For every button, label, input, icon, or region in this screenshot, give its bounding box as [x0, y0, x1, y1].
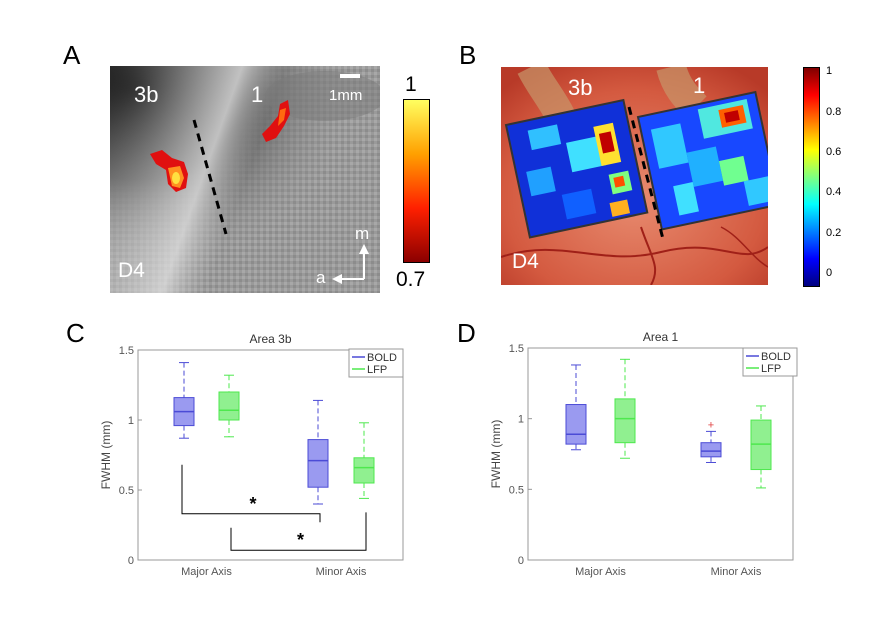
colorbar-jet: [803, 67, 820, 287]
box-iqr: [307, 439, 329, 488]
direction-medial: m: [355, 224, 370, 243]
box-iqr: [353, 457, 375, 484]
colorbar-jet-tick-label: 0.2: [826, 227, 842, 239]
x-tick-label: Major Axis: [575, 566, 626, 578]
y-tick-label: 0.5: [509, 484, 524, 496]
box-outlier: +: [708, 419, 714, 431]
digit-label-lfp: D4: [512, 250, 539, 273]
significance-star: *: [297, 530, 304, 550]
panel-letter-d: D: [457, 318, 476, 348]
legend-box: [348, 348, 404, 378]
colorbar-jet-tick-label: 0.8: [826, 106, 842, 118]
box-iqr: [218, 391, 240, 421]
plot-frame: [137, 349, 404, 561]
panel-letter-c: C: [66, 318, 85, 348]
y-tick-label: 0.5: [119, 485, 134, 497]
y-axis-label: FWHM (mm): [99, 421, 113, 490]
colorbar-jet-tick-label: 0: [826, 267, 833, 279]
panel-letter-b: B: [459, 40, 477, 70]
box-plots: Area 3b FWHM (mm) 0 0.5 1 1.5 Major Axis Minor …: [99, 330, 798, 578]
colorbar-jet-tick-label: 0.6: [826, 146, 842, 158]
y-tick-label: 1: [128, 415, 134, 427]
chart-title: Area 1: [643, 330, 679, 344]
colorbar-jet-tick-label: 1: [826, 65, 833, 77]
legend-label: LFP: [367, 364, 387, 376]
bold-activation-image: [110, 66, 380, 293]
label-area-3b: 3b: [134, 82, 159, 107]
y-tick-label: 0: [518, 555, 524, 567]
significance-star: *: [249, 494, 256, 514]
label-area-1: 1: [251, 82, 264, 107]
legend-label: LFP: [761, 363, 781, 375]
y-tick-label: 1: [518, 414, 524, 426]
colorbar-jet-tick-label: 0.4: [826, 186, 842, 198]
colorbar-hot: [403, 99, 430, 263]
box-iqr: [700, 442, 722, 458]
label-area-3b-lfp: 3b: [568, 75, 593, 100]
y-axis-label: FWHM (mm): [489, 420, 503, 489]
x-tick-label: Major Axis: [181, 566, 232, 578]
box-iqr: [565, 404, 587, 445]
plot-frame: [527, 347, 794, 561]
significance-bracket: [230, 512, 367, 551]
x-tick-label: Minor Axis: [711, 566, 762, 578]
x-tick-label: Minor Axis: [316, 566, 367, 578]
y-tick-label: 0: [128, 555, 134, 567]
colorbar-min-label: 0.7: [396, 268, 426, 291]
panel-letter-a: A: [63, 40, 81, 70]
scale-bar-label: 1mm: [329, 87, 363, 104]
direction-anterior: a: [316, 268, 326, 287]
colorbar-max-label: 1: [405, 73, 417, 96]
y-tick-label: 1.5: [119, 345, 134, 357]
box-iqr: [614, 398, 636, 444]
chart-title: Area 3b: [249, 332, 291, 346]
digit-label: D4: [118, 259, 145, 282]
y-tick-label: 1.5: [509, 343, 524, 355]
legend-label: BOLD: [367, 352, 397, 364]
legend-box: [742, 347, 798, 377]
legend-label: BOLD: [761, 351, 791, 363]
label-area-1-lfp: 1: [693, 73, 706, 98]
lfp-electrode-map-image: [501, 67, 768, 285]
significance-bracket: [181, 464, 321, 523]
